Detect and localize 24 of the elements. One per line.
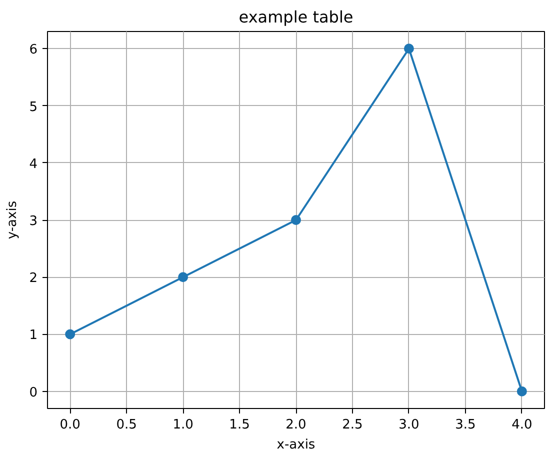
x-tick-label: 2.0 [286, 418, 306, 432]
x-axis-title: x-axis [276, 438, 316, 452]
y-tick-label: 0 [29, 385, 38, 400]
y-tick-label: 5 [29, 100, 38, 115]
x-tick-label: 3.5 [455, 418, 476, 432]
chart-title: example table [238, 8, 354, 26]
point [404, 44, 414, 54]
y-axis-title: y-axis [5, 200, 20, 240]
point [178, 272, 188, 282]
y-tick-label: 3 [29, 214, 38, 229]
x-tick-label: 4.0 [512, 418, 532, 432]
y-tick-label: 1 [29, 328, 38, 344]
point [516, 386, 527, 396]
point [291, 215, 301, 225]
y-tick-label: 4 [29, 156, 38, 172]
x-tick-label: 0.0 [60, 418, 80, 432]
x-tick-label: 3.0 [398, 418, 420, 432]
y-tick-label: 6 [29, 42, 38, 58]
x-tick-label: 1.0 [172, 418, 194, 432]
x-tick-label: 0.5 [116, 418, 137, 432]
x-tick-label: 2.5 [342, 418, 363, 432]
point [65, 329, 76, 340]
y-tick-label: 2 [29, 271, 38, 286]
x-tick-label: 1.5 [229, 418, 250, 432]
